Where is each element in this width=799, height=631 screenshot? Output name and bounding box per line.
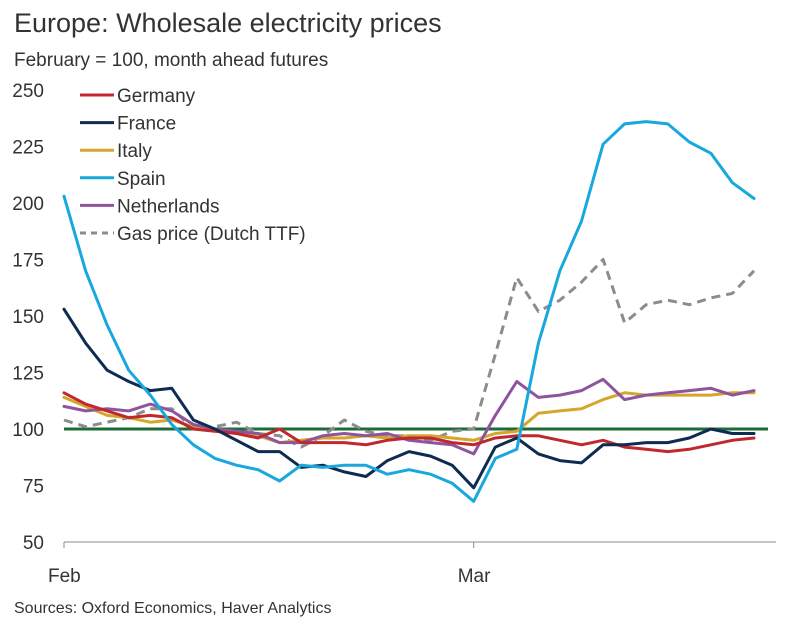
x-tick-label: Mar [458, 566, 491, 587]
y-tick-label: 50 [23, 533, 44, 554]
legend-label: Spain [117, 169, 166, 190]
legend-label: Gas price (Dutch TTF) [117, 224, 306, 245]
x-tick-label: Feb [48, 566, 81, 587]
series-line-spain [62, 120, 756, 503]
chart-subtitle: February = 100, month ahead futures [14, 50, 329, 71]
y-tick-label: 225 [12, 138, 44, 159]
series-line-netherlands [62, 377, 756, 456]
y-tick-label: 150 [12, 307, 44, 328]
series-line-france [62, 307, 756, 490]
legend-label: Italy [117, 141, 152, 162]
y-tick-label: 100 [12, 420, 44, 441]
y-tick-label: 175 [12, 251, 44, 272]
y-tick-label: 200 [12, 194, 44, 215]
legend: Germany France Italy Spain Netherlands Gas pr… [80, 86, 306, 245]
legend-label: Germany [117, 86, 196, 107]
y-tick-label: 125 [12, 364, 44, 385]
legend-label: France [117, 114, 176, 135]
series-line-germany [62, 391, 756, 454]
series-group [62, 120, 756, 503]
chart-title: Europe: Wholesale electricity prices [14, 8, 442, 38]
y-tick-label: 75 [23, 477, 44, 498]
y-tick-label: 250 [12, 81, 44, 102]
chart-source: Sources: Oxford Economics, Haver Analyti… [14, 600, 332, 617]
legend-label: Netherlands [117, 196, 219, 217]
